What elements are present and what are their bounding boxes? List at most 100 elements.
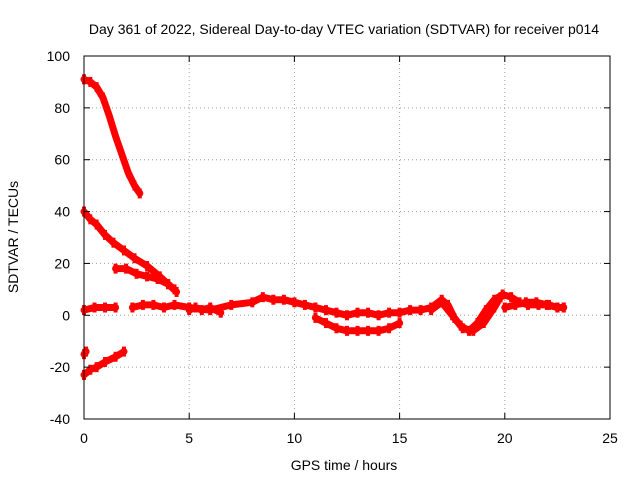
data-point xyxy=(193,302,198,313)
data-point xyxy=(387,323,392,334)
data-point xyxy=(132,180,137,191)
data-point xyxy=(418,305,423,316)
data-point xyxy=(172,299,177,310)
data-point xyxy=(475,318,480,329)
data-point xyxy=(387,307,392,318)
data-point xyxy=(292,297,297,308)
data-point xyxy=(498,292,503,303)
data-point xyxy=(137,188,142,199)
data-point xyxy=(534,297,539,308)
data-point xyxy=(140,299,145,310)
data-point xyxy=(544,299,549,310)
data-point xyxy=(208,302,213,313)
data-point xyxy=(355,325,360,336)
data-point xyxy=(397,307,402,318)
x-tick-label: 0 xyxy=(80,430,88,446)
data-point xyxy=(100,92,105,103)
data-point xyxy=(113,263,118,274)
data-point xyxy=(460,323,465,334)
data-point xyxy=(502,302,507,313)
data-point xyxy=(281,294,286,305)
data-point xyxy=(471,325,476,336)
data-point xyxy=(555,302,560,313)
data-traces xyxy=(80,74,568,380)
data-point xyxy=(229,299,234,310)
data-point xyxy=(345,310,349,321)
data-point xyxy=(94,219,99,230)
data-point xyxy=(132,253,137,264)
data-point xyxy=(103,229,108,240)
data-point xyxy=(166,279,171,290)
data-point xyxy=(376,325,381,336)
data-point xyxy=(218,307,223,318)
data-point xyxy=(492,302,497,313)
data-point xyxy=(397,318,402,329)
data-point xyxy=(450,310,455,321)
y-tick-label: 100 xyxy=(47,48,71,64)
data-point xyxy=(355,307,360,318)
series-track-a xyxy=(80,75,144,197)
x-tick-label: 10 xyxy=(287,430,303,446)
gridlines xyxy=(84,56,610,419)
data-point xyxy=(113,302,118,313)
data-point xyxy=(107,110,112,121)
data-point xyxy=(88,76,93,87)
data-point xyxy=(260,292,265,303)
data-point xyxy=(88,214,93,225)
data-point xyxy=(513,299,518,310)
x-tick-label: 25 xyxy=(602,430,618,446)
data-point xyxy=(334,307,339,318)
data-point xyxy=(492,294,497,305)
data-point xyxy=(429,305,434,316)
x-tick-label: 20 xyxy=(497,430,513,446)
data-point xyxy=(313,312,318,323)
data-point xyxy=(439,297,444,308)
data-point xyxy=(124,263,129,274)
data-point xyxy=(121,346,126,357)
y-tick-label: 80 xyxy=(54,100,70,116)
data-point xyxy=(302,299,307,310)
y-tick-label: 20 xyxy=(54,255,70,271)
data-point xyxy=(271,294,276,305)
data-point xyxy=(94,82,99,93)
data-point xyxy=(323,318,328,329)
data-point xyxy=(199,305,204,316)
data-point xyxy=(161,302,166,313)
data-point xyxy=(172,284,177,295)
data-point xyxy=(126,167,131,178)
data-point xyxy=(119,149,124,160)
data-point xyxy=(103,302,108,313)
data-point xyxy=(366,325,371,336)
data-point xyxy=(121,245,126,256)
data-point xyxy=(113,131,118,142)
data-point xyxy=(94,362,99,373)
data-point xyxy=(523,297,528,308)
data-point xyxy=(145,261,150,272)
data-point xyxy=(130,302,135,313)
data-point xyxy=(84,346,89,357)
plot-frame xyxy=(83,55,611,420)
y-tick-label: 40 xyxy=(54,204,70,220)
data-point xyxy=(313,302,318,313)
y-tick-label: -20 xyxy=(50,359,70,375)
data-point xyxy=(334,323,339,334)
y-tick-label: 0 xyxy=(62,307,70,323)
data-point xyxy=(483,305,488,316)
y-tick-label: -40 xyxy=(50,411,70,427)
data-point xyxy=(376,310,381,321)
data-point xyxy=(111,237,116,248)
data-point xyxy=(88,364,93,375)
data-point xyxy=(145,271,150,282)
data-point xyxy=(561,302,566,313)
series-track-f xyxy=(80,304,120,314)
x-tick-label: 5 xyxy=(185,430,193,446)
data-point xyxy=(345,325,349,336)
data-point xyxy=(323,305,328,316)
data-point xyxy=(187,305,192,316)
data-point xyxy=(155,273,160,284)
data-point xyxy=(408,305,413,316)
data-point xyxy=(92,302,97,313)
data-point xyxy=(151,299,156,310)
y-axis-label: SDTVAR / TECUs xyxy=(5,181,21,293)
